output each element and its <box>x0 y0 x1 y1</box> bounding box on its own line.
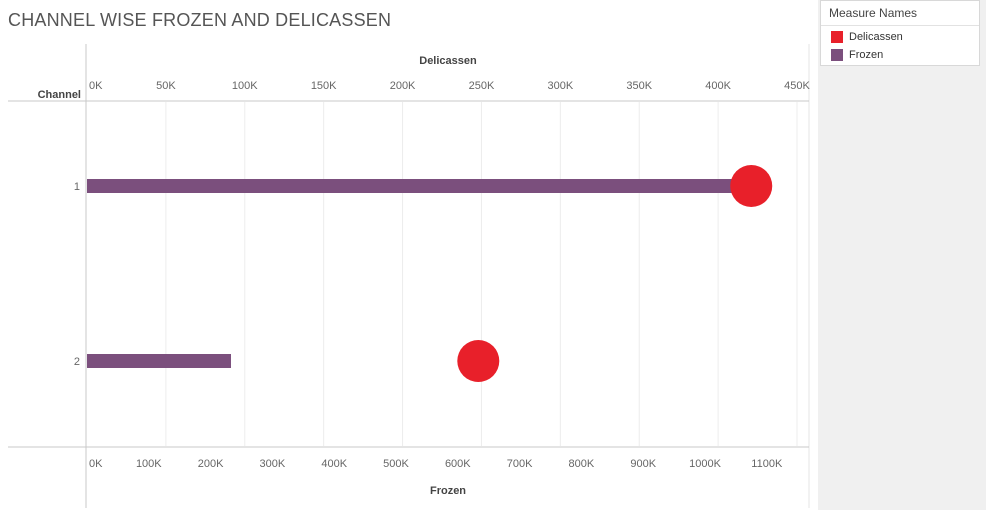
bottom-tick-label: 500K <box>383 458 409 470</box>
bottom-tick-label: 600K <box>445 458 471 470</box>
bottom-axis-title: Frozen <box>430 485 466 497</box>
top-tick-label: 50K <box>156 80 176 92</box>
axis-labels: Delicassen Frozen Channel 0K 50K 100K 150K 2… <box>38 55 811 497</box>
chart-area[interactable]: Delicassen Frozen Channel 0K 50K 100K 150K 2… <box>0 0 818 510</box>
top-tick-label: 350K <box>626 80 652 92</box>
top-tick-label: 400K <box>705 80 731 92</box>
bottom-tick-label: 800K <box>569 458 595 470</box>
bottom-tick-label: 1000K <box>689 458 721 470</box>
top-tick-label: 150K <box>311 80 337 92</box>
bottom-tick-label: 1100K <box>751 458 783 470</box>
row-label: 1 <box>74 181 80 193</box>
top-tick-label: 100K <box>232 80 258 92</box>
delicassen-circle[interactable] <box>457 340 500 382</box>
frozen-bar[interactable] <box>87 354 231 368</box>
data-marks <box>87 165 773 382</box>
legend-item-frozen[interactable]: Frozen <box>831 48 883 62</box>
legend[interactable]: Measure Names Delicassen Frozen <box>820 0 980 66</box>
row-header-label: Channel <box>38 89 81 101</box>
legend-swatch-frozen <box>831 49 843 61</box>
axis-frame <box>8 44 810 508</box>
legend-label-frozen: Frozen <box>849 49 884 61</box>
legend-label-delicassen: Delicassen <box>849 31 903 43</box>
top-tick-label: 450K <box>784 80 810 92</box>
top-tick-label: 300K <box>547 80 573 92</box>
bottom-tick-label: 400K <box>321 458 347 470</box>
bottom-tick-label: 200K <box>198 458 224 470</box>
legend-item-delicassen[interactable]: Delicassen <box>831 30 903 44</box>
bottom-tick-label: 300K <box>260 458 286 470</box>
top-tick-label: 200K <box>390 80 416 92</box>
right-side-panel <box>818 0 986 510</box>
delicassen-circle[interactable] <box>730 165 773 207</box>
bottom-tick-label: 100K <box>136 458 162 470</box>
top-axis-title: Delicassen <box>419 55 477 67</box>
bottom-tick-label: 700K <box>507 458 533 470</box>
row-label: 2 <box>74 356 80 368</box>
frozen-bar[interactable] <box>87 179 743 193</box>
gridlines <box>165 102 798 446</box>
legend-divider <box>821 25 979 26</box>
legend-title: Measure Names <box>829 6 918 20</box>
top-tick-label: 250K <box>469 80 495 92</box>
bottom-tick-label: 900K <box>630 458 656 470</box>
top-tick-label: 0K <box>89 80 103 92</box>
bottom-tick-label: 0K <box>89 458 103 470</box>
chart-title: CHANNEL WISE FROZEN AND DELICASSEN <box>8 10 392 30</box>
legend-swatch-delicassen <box>831 31 843 43</box>
